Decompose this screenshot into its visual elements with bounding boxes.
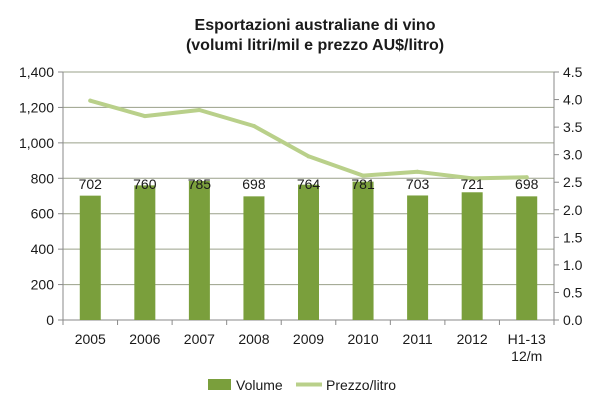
right-tick-label: 3.0	[563, 147, 583, 163]
x-category-label: 2007	[184, 331, 215, 347]
bar-volume	[516, 196, 538, 320]
right-tick-label: 2.5	[563, 174, 583, 190]
right-tick-label: 0.5	[563, 284, 583, 300]
left-tick-label: 600	[31, 206, 55, 222]
x-category-label: 2010	[347, 331, 378, 347]
bar-data-label: 785	[188, 176, 212, 192]
bar-volume	[188, 180, 210, 320]
bar-volume	[134, 185, 156, 320]
right-tick-label: 4.0	[563, 92, 583, 108]
chart-title-line: Esportazioni australiane di vino	[195, 17, 436, 34]
right-tick-label: 4.5	[563, 64, 583, 80]
line-point-prezzo	[361, 173, 366, 178]
left-tick-label: 200	[31, 277, 55, 293]
legend-label-volume: Volume	[236, 377, 283, 393]
line-point-prezzo	[415, 169, 420, 174]
bar-data-label: 698	[242, 176, 266, 192]
bar-volume	[407, 195, 429, 320]
right-tick-label: 0.0	[563, 312, 583, 328]
x-category-label: 2008	[238, 331, 269, 347]
x-category-label: 12/m	[511, 348, 542, 364]
legend-label-prezzo: Prezzo/litro	[326, 377, 396, 393]
x-category-label: 2006	[129, 331, 160, 347]
bar-data-label: 703	[406, 176, 430, 192]
left-tick-label: 400	[31, 241, 55, 257]
x-category-label: 2009	[293, 331, 324, 347]
right-tick-label: 1.5	[563, 229, 583, 245]
bar-volume	[298, 184, 319, 320]
line-point-prezzo	[197, 108, 202, 113]
line-point-prezzo	[251, 124, 256, 129]
bar-data-label: 764	[297, 176, 321, 192]
left-tick-label: 800	[31, 170, 55, 186]
bar-volume	[352, 181, 374, 320]
x-category-label: 2012	[457, 331, 488, 347]
line-point-prezzo	[88, 98, 93, 103]
bar-volume	[461, 192, 483, 320]
left-tick-label: 1,000	[19, 135, 54, 151]
x-category-label: 2005	[75, 331, 106, 347]
line-point-prezzo	[470, 176, 475, 181]
line-point-prezzo	[142, 114, 147, 119]
line-point-prezzo	[524, 175, 529, 180]
x-category-label: 2011	[403, 331, 433, 347]
chart-title-line: (volumi litri/mil e prezzo AU$/litro)	[186, 37, 444, 54]
bar-volume	[79, 195, 101, 320]
legend-swatch-volume	[208, 379, 231, 390]
bar-data-label: 781	[351, 176, 375, 192]
right-tick-label: 1.0	[563, 257, 583, 273]
right-tick-label: 3.5	[563, 119, 583, 135]
bar-volume	[243, 196, 265, 320]
bar-data-label: 760	[133, 176, 157, 192]
left-tick-label: 0	[46, 312, 54, 328]
left-tick-label: 1,400	[19, 64, 54, 80]
bar-data-label: 702	[79, 176, 103, 192]
right-tick-label: 2.0	[563, 202, 583, 218]
left-tick-label: 1,200	[19, 99, 54, 115]
bar-data-label: 721	[460, 176, 484, 192]
line-point-prezzo	[306, 154, 311, 159]
bar-data-label: 698	[515, 176, 539, 192]
x-category-label: H1-13	[508, 331, 546, 347]
